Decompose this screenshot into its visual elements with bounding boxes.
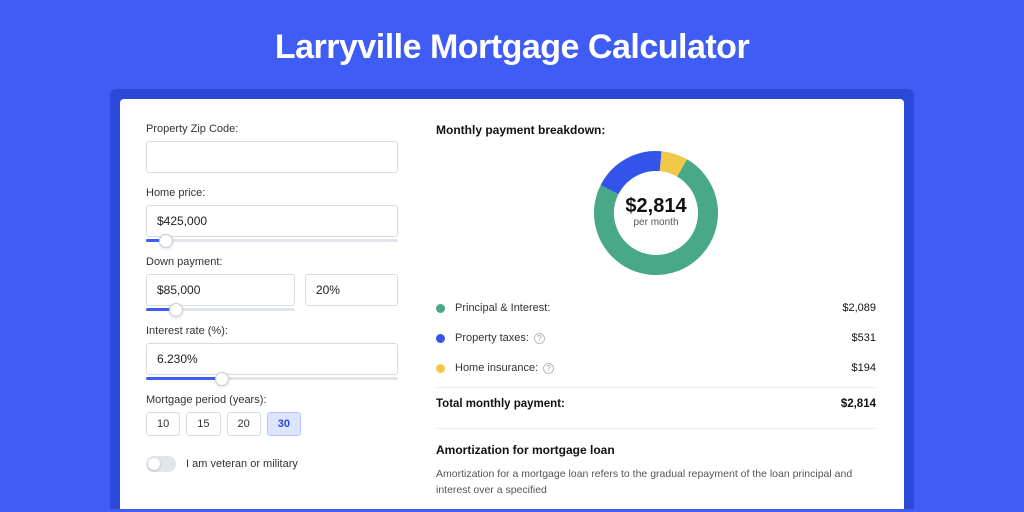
- period-options: 1015 2030: [146, 412, 398, 436]
- veteran-toggle[interactable]: [146, 456, 176, 472]
- total-value: $2,814: [841, 398, 876, 410]
- interest-rate-slider-thumb[interactable]: [215, 372, 229, 386]
- home-price-slider-thumb[interactable]: [159, 234, 173, 248]
- home-price-input-field[interactable]: [157, 206, 387, 236]
- veteran-label: I am veteran or military: [186, 458, 298, 470]
- breakdown-value: $194: [852, 362, 876, 374]
- home-price-label: Home price:: [146, 187, 398, 199]
- form-panel: Property Zip Code: Home price: Down paym…: [120, 99, 420, 509]
- breakdown-label-text: Home insurance:: [455, 362, 538, 374]
- breakdown-label: Property taxes:?: [455, 332, 852, 344]
- home-price-input[interactable]: [146, 205, 398, 237]
- breakdown-value: $531: [852, 332, 876, 344]
- period-option-10[interactable]: 10: [146, 412, 180, 436]
- breakdown-row: Principal & Interest: $2,089: [436, 293, 876, 323]
- period-option-20[interactable]: 20: [227, 412, 261, 436]
- down-payment-percent-field[interactable]: [316, 275, 387, 305]
- amortization-title: Amortization for mortgage loan: [436, 443, 876, 457]
- period-option-15[interactable]: 15: [186, 412, 220, 436]
- card-wrapper: Property Zip Code: Home price: Down paym…: [110, 89, 914, 509]
- donut-center-sub: per month: [633, 217, 678, 228]
- breakdown-row: Property taxes:?$531: [436, 323, 876, 353]
- zip-label: Property Zip Code:: [146, 123, 398, 135]
- interest-rate-field[interactable]: [157, 344, 387, 374]
- donut-wrap: $2,814per month: [436, 147, 876, 293]
- breakdown-rows: Principal & Interest: $2,089 Property taxe…: [436, 293, 876, 383]
- breakdown-value: $2,089: [842, 302, 876, 314]
- down-payment-group: Down payment:: [146, 256, 398, 311]
- legend-dot: [436, 304, 445, 313]
- donut-chart: $2,814per month: [594, 151, 718, 275]
- breakdown-label: Home insurance:?: [455, 362, 852, 374]
- breakdown-label-text: Principal & Interest:: [455, 302, 550, 314]
- period-group: Mortgage period (years): 1015 2030: [146, 394, 398, 436]
- page-title: Larryville Mortgage Calculator: [0, 0, 1024, 89]
- zip-input-field[interactable]: [157, 142, 387, 172]
- down-payment-slider-thumb[interactable]: [169, 303, 183, 317]
- down-payment-percent-input[interactable]: [305, 274, 398, 306]
- breakdown-label-text: Property taxes:: [455, 332, 529, 344]
- interest-rate-slider-fill: [146, 377, 222, 380]
- veteran-toggle-knob: [148, 458, 160, 470]
- period-label: Mortgage period (years):: [146, 394, 398, 406]
- down-payment-amount-input[interactable]: [146, 274, 295, 306]
- home-price-group: Home price:: [146, 187, 398, 242]
- interest-rate-group: Interest rate (%):: [146, 325, 398, 380]
- zip-group: Property Zip Code:: [146, 123, 398, 173]
- legend-dot: [436, 364, 445, 373]
- info-icon[interactable]: ?: [534, 333, 545, 344]
- down-payment-slider[interactable]: [146, 308, 295, 311]
- legend-dot: [436, 334, 445, 343]
- veteran-row: I am veteran or military: [146, 456, 398, 472]
- breakdown-row: Home insurance:?$194: [436, 353, 876, 383]
- amortization-text: Amortization for a mortgage loan refers …: [436, 467, 876, 499]
- period-option-30[interactable]: 30: [267, 412, 301, 436]
- donut-center-amount: $2,814: [625, 195, 687, 217]
- home-price-slider[interactable]: [146, 239, 398, 242]
- info-icon[interactable]: ?: [543, 363, 554, 374]
- interest-rate-input[interactable]: [146, 343, 398, 375]
- zip-input[interactable]: [146, 141, 398, 173]
- calculator-card: Property Zip Code: Home price: Down paym…: [120, 99, 904, 509]
- total-label: Total monthly payment:: [436, 398, 841, 410]
- divider: [436, 428, 876, 429]
- breakdown-panel: Monthly payment breakdown: $2,814per mon…: [420, 99, 904, 509]
- total-row: Total monthly payment: $2,814: [436, 387, 876, 418]
- down-payment-amount-field[interactable]: [157, 275, 284, 305]
- interest-rate-slider[interactable]: [146, 377, 398, 380]
- breakdown-label: Principal & Interest:: [455, 302, 842, 314]
- down-payment-label: Down payment:: [146, 256, 398, 268]
- breakdown-title: Monthly payment breakdown:: [436, 123, 876, 137]
- interest-rate-label: Interest rate (%):: [146, 325, 398, 337]
